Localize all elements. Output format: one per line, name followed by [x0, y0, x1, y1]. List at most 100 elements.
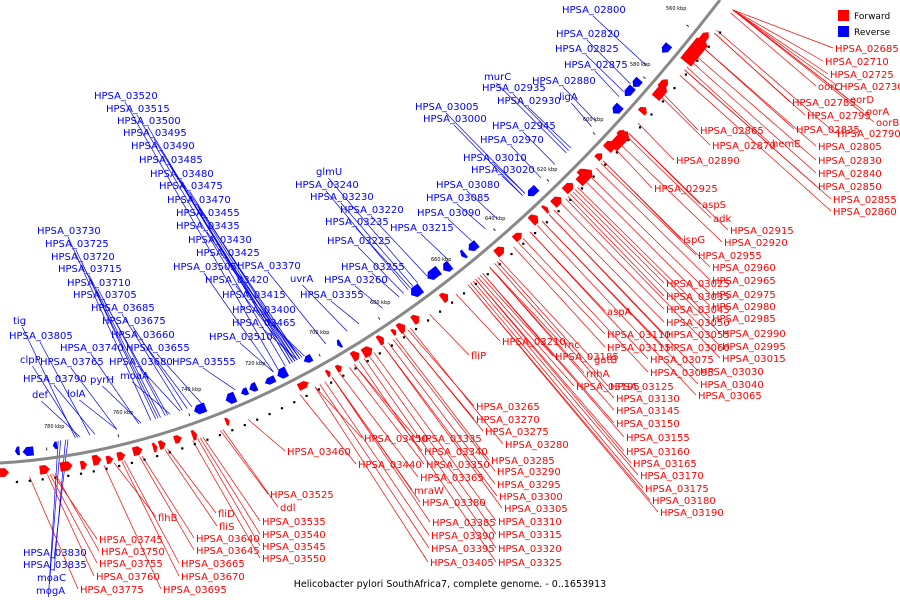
gene-label: HPSA_03485: [139, 155, 203, 166]
gene-label: HPSA_03765: [40, 357, 104, 368]
label-connector: [53, 439, 66, 572]
gene-label: HPSA_03480: [150, 169, 214, 180]
label-connector: [299, 394, 357, 465]
genome-backbone: [0, 0, 722, 465]
tick-dot: [627, 138, 630, 142]
tick-dot: [293, 401, 296, 404]
label-connector: [409, 327, 504, 445]
label-connector: [354, 285, 383, 309]
gene-label: ispG: [683, 235, 705, 246]
label-connector: [49, 474, 98, 564]
reverse-gene: [264, 375, 277, 385]
tick-dot: [569, 198, 572, 201]
label-connector: [349, 367, 425, 465]
label-connector: [319, 383, 430, 549]
gene-label: HPSA_02880: [532, 76, 596, 87]
label-connector: [141, 340, 193, 408]
genome-caption: Helicobacter pylori SouthAfrica7, comple…: [294, 579, 606, 590]
tick-dot: [268, 412, 271, 416]
tick-dot: [206, 438, 209, 441]
label-connector: [340, 202, 414, 287]
gene-label: HPSA_02865: [700, 126, 764, 137]
gene-label: HPSA_03080: [436, 180, 500, 191]
gene-label: HPSA_02790: [837, 129, 900, 140]
gene-label: def: [32, 390, 49, 401]
label-connector: [572, 191, 665, 284]
tick-dot: [28, 479, 31, 482]
gene-label: HPSA_03320: [498, 544, 562, 555]
gene-label: HPSA_03675: [102, 316, 166, 327]
forward-gene: [594, 153, 603, 162]
tick-dot: [130, 461, 133, 465]
gene-label: HPSA_03160: [626, 447, 690, 458]
reverse-gene: [194, 402, 208, 415]
label-connector: [302, 284, 348, 332]
tick-dot: [354, 367, 357, 370]
reverse-gene: [612, 102, 624, 114]
gene-label: HPSA_03540: [262, 530, 326, 541]
gene-label: HPSA_02860: [833, 207, 897, 218]
tick-dot: [673, 86, 676, 90]
gene-label: HPSA_03545: [262, 542, 326, 553]
tick-dot: [105, 467, 108, 470]
label-connector: [732, 9, 824, 62]
label-connector: [132, 326, 188, 409]
forward-gene: [493, 246, 505, 258]
gene-label: HPSA_03145: [616, 406, 680, 417]
tick-dot: [604, 163, 607, 166]
tick-dot: [231, 429, 234, 432]
gene-label: oorC: [818, 82, 841, 93]
gene-label: HPSA_03460: [287, 447, 351, 458]
gene-label: HPSA_03055: [666, 330, 730, 341]
gene-label: tig: [13, 316, 26, 327]
tick-dot: [638, 126, 642, 129]
gene-features: [0, 32, 709, 478]
label-connector: [202, 436, 261, 522]
label-connector: [663, 94, 699, 131]
gene-label: HPSA_02785: [792, 98, 856, 109]
gene-label: HPSA_03230: [310, 192, 374, 203]
label-connector: [732, 9, 834, 49]
label-connector: [732, 9, 829, 75]
label-connector: [482, 272, 625, 438]
tick-dot: [54, 476, 57, 479]
gene-label: HPSA_03325: [498, 558, 562, 569]
gene-label: fliD: [218, 509, 235, 520]
gene-label: flhB: [158, 513, 178, 524]
tick-label: 560 kbp: [666, 6, 686, 12]
reverse-gene: [336, 339, 343, 348]
gene-label: clpP: [20, 355, 41, 366]
gene-label: HPSA_03335: [418, 434, 482, 445]
gene-label: HPSA_03075: [650, 355, 714, 366]
label-connector: [141, 455, 195, 539]
gene-label: HPSA_03655: [126, 343, 190, 354]
label-connector: [695, 55, 817, 161]
reverse-gene: [632, 76, 643, 87]
label-connector: [402, 332, 484, 432]
tick-mark: [188, 413, 191, 417]
label-connector: [41, 400, 81, 438]
tick-label: 580 kbp: [630, 62, 650, 68]
tick-mark: [686, 24, 690, 28]
gene-label: hemE: [772, 139, 801, 150]
gene-label: HPSA_03095: [650, 368, 714, 379]
forward-gene: [296, 381, 309, 391]
tick-dot: [67, 474, 70, 477]
label-connector: [330, 300, 360, 325]
label-connector: [732, 9, 865, 112]
forward-gene: [527, 214, 539, 226]
gene-label: HPSA_03235: [325, 217, 389, 228]
gene-label: HPSA_03005: [415, 102, 479, 113]
tick-dot: [15, 480, 19, 484]
gene-label: HPSA_03340: [424, 447, 488, 458]
tick-label: 600 kbp: [583, 117, 603, 123]
forward-gene: [541, 205, 550, 214]
forward-gene: [116, 451, 126, 461]
forward-gene: [349, 350, 360, 362]
gene-label: HPSA_03240: [295, 180, 359, 191]
label-connector: [53, 384, 96, 435]
label-connector: [565, 198, 721, 359]
label-connector: [679, 75, 832, 212]
tick-label: 700 kbp: [309, 330, 329, 336]
tick-dot: [193, 443, 196, 446]
